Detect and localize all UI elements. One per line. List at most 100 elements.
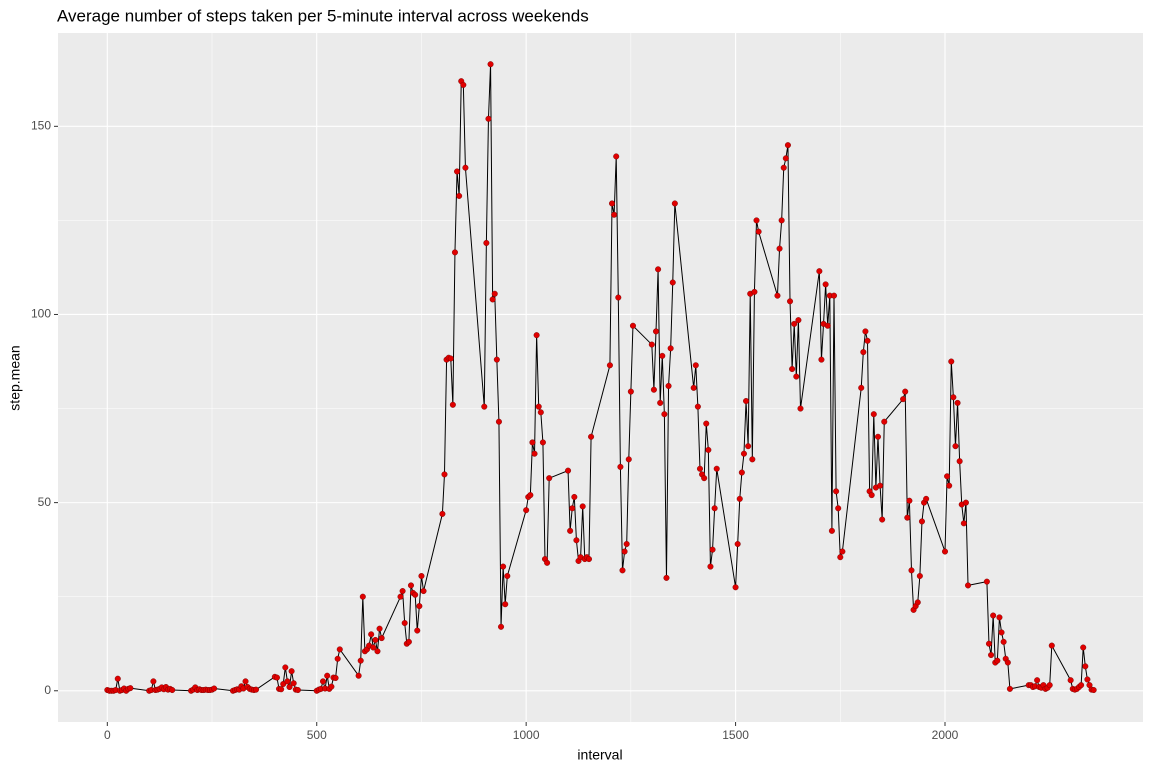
point (399, 588, 406, 595)
point (273, 674, 280, 681)
point (707, 563, 714, 570)
point (449, 401, 456, 408)
point (588, 433, 595, 440)
point (780, 164, 787, 171)
point (1082, 663, 1089, 670)
point (613, 153, 620, 160)
point (824, 322, 831, 329)
point (1078, 682, 1085, 689)
point (1034, 677, 1041, 684)
point (320, 678, 327, 685)
x-axis-label: interval (577, 747, 622, 763)
point (732, 584, 739, 591)
point (355, 672, 362, 679)
point (441, 471, 448, 478)
point (816, 268, 823, 275)
point (709, 546, 716, 553)
point (868, 492, 875, 499)
point (774, 292, 781, 299)
point (169, 687, 176, 694)
point (648, 341, 655, 348)
point (617, 463, 624, 470)
point (755, 228, 762, 235)
point (529, 439, 536, 446)
point (835, 505, 842, 512)
point (114, 675, 121, 682)
point (439, 510, 446, 517)
point (609, 200, 616, 207)
point (286, 684, 293, 691)
point (962, 499, 969, 506)
point (650, 386, 657, 393)
point (671, 200, 678, 207)
point (789, 366, 796, 373)
point (828, 527, 835, 534)
point (881, 418, 888, 425)
point (1080, 644, 1087, 651)
y-tick-label: 100 (31, 307, 51, 321)
point (657, 399, 664, 406)
point (573, 537, 580, 544)
point (778, 217, 785, 224)
point (1046, 682, 1053, 689)
point (502, 601, 509, 608)
point (1090, 687, 1097, 694)
point (407, 582, 414, 589)
point (370, 644, 377, 651)
point (818, 356, 825, 363)
point (659, 352, 666, 359)
point (665, 382, 672, 389)
point (690, 384, 697, 391)
point (483, 239, 490, 246)
point (705, 446, 712, 453)
point (487, 61, 494, 68)
point (1006, 685, 1013, 692)
point (571, 493, 578, 500)
point (661, 411, 668, 418)
point (994, 657, 1001, 664)
point (900, 396, 907, 403)
point (368, 631, 375, 638)
point (278, 686, 285, 693)
point (954, 399, 961, 406)
point (906, 497, 913, 504)
point (493, 356, 500, 363)
point (282, 664, 289, 671)
point (625, 456, 632, 463)
point (782, 155, 789, 162)
point (740, 450, 747, 457)
point (694, 403, 701, 410)
point (498, 623, 505, 630)
point (460, 81, 467, 88)
point (862, 328, 869, 335)
point (713, 465, 720, 472)
point (420, 588, 427, 595)
point (372, 636, 379, 643)
point (914, 599, 921, 606)
point (374, 648, 381, 655)
point (787, 298, 794, 305)
point (941, 548, 948, 555)
point (1048, 642, 1055, 649)
point (495, 418, 502, 425)
point (837, 554, 844, 561)
point (585, 556, 592, 563)
point (357, 657, 364, 664)
point (751, 288, 758, 295)
point (950, 394, 957, 401)
point (795, 317, 802, 324)
point (567, 527, 574, 534)
point (447, 355, 454, 362)
point (481, 403, 488, 410)
point (533, 332, 540, 339)
point (669, 279, 676, 286)
point (738, 469, 745, 476)
point (833, 488, 840, 495)
point (378, 635, 385, 642)
point (831, 292, 838, 299)
point (877, 482, 884, 489)
point (711, 505, 718, 512)
point (663, 574, 670, 581)
point (569, 505, 576, 512)
